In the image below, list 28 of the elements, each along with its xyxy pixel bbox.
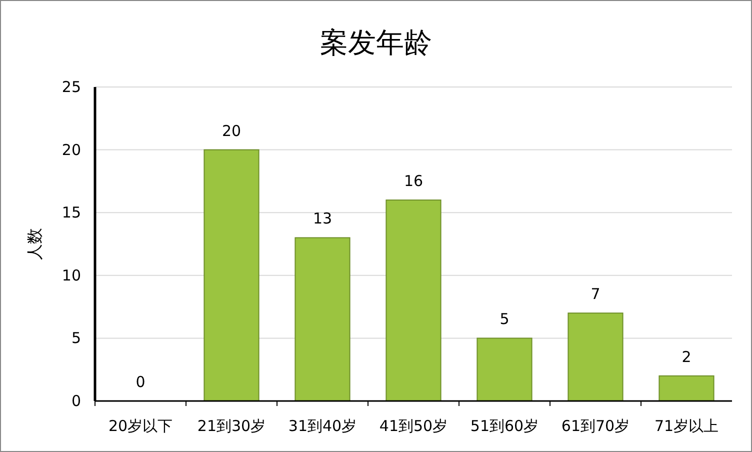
data-label: 20 [222,122,242,140]
bar [204,149,260,402]
chart-title: 案发年龄 [320,26,432,59]
data-label: 2 [682,348,692,366]
x-tick-label: 20岁以下 [108,417,173,435]
data-label: 13 [312,210,332,228]
x-tick-label: 31到40岁 [288,417,357,435]
bar [386,200,442,402]
data-label: 0 [136,373,146,391]
y-tick-label: 0 [71,392,81,410]
data-label: 5 [500,310,510,328]
bar [568,312,624,402]
x-tick-label: 61到70岁 [561,417,630,435]
y-tick-label: 5 [71,329,81,348]
y-tick-label: 25 [62,78,81,96]
x-tick-label: 41到50岁 [379,417,448,435]
bar [476,338,532,402]
x-tick-label: 21到30岁 [197,417,266,435]
y-tick-label: 20 [62,140,81,159]
x-tick-label: 71岁以上 [654,417,719,435]
bar [658,375,714,402]
x-tick-label: 51到60岁 [470,417,539,435]
bar [294,237,350,402]
data-label: 7 [590,285,600,304]
y-tick-label: 10 [62,266,81,284]
y-axis-title: 人数 [25,228,44,260]
data-label: 16 [404,172,424,190]
y-tick-label: 15 [62,204,81,222]
